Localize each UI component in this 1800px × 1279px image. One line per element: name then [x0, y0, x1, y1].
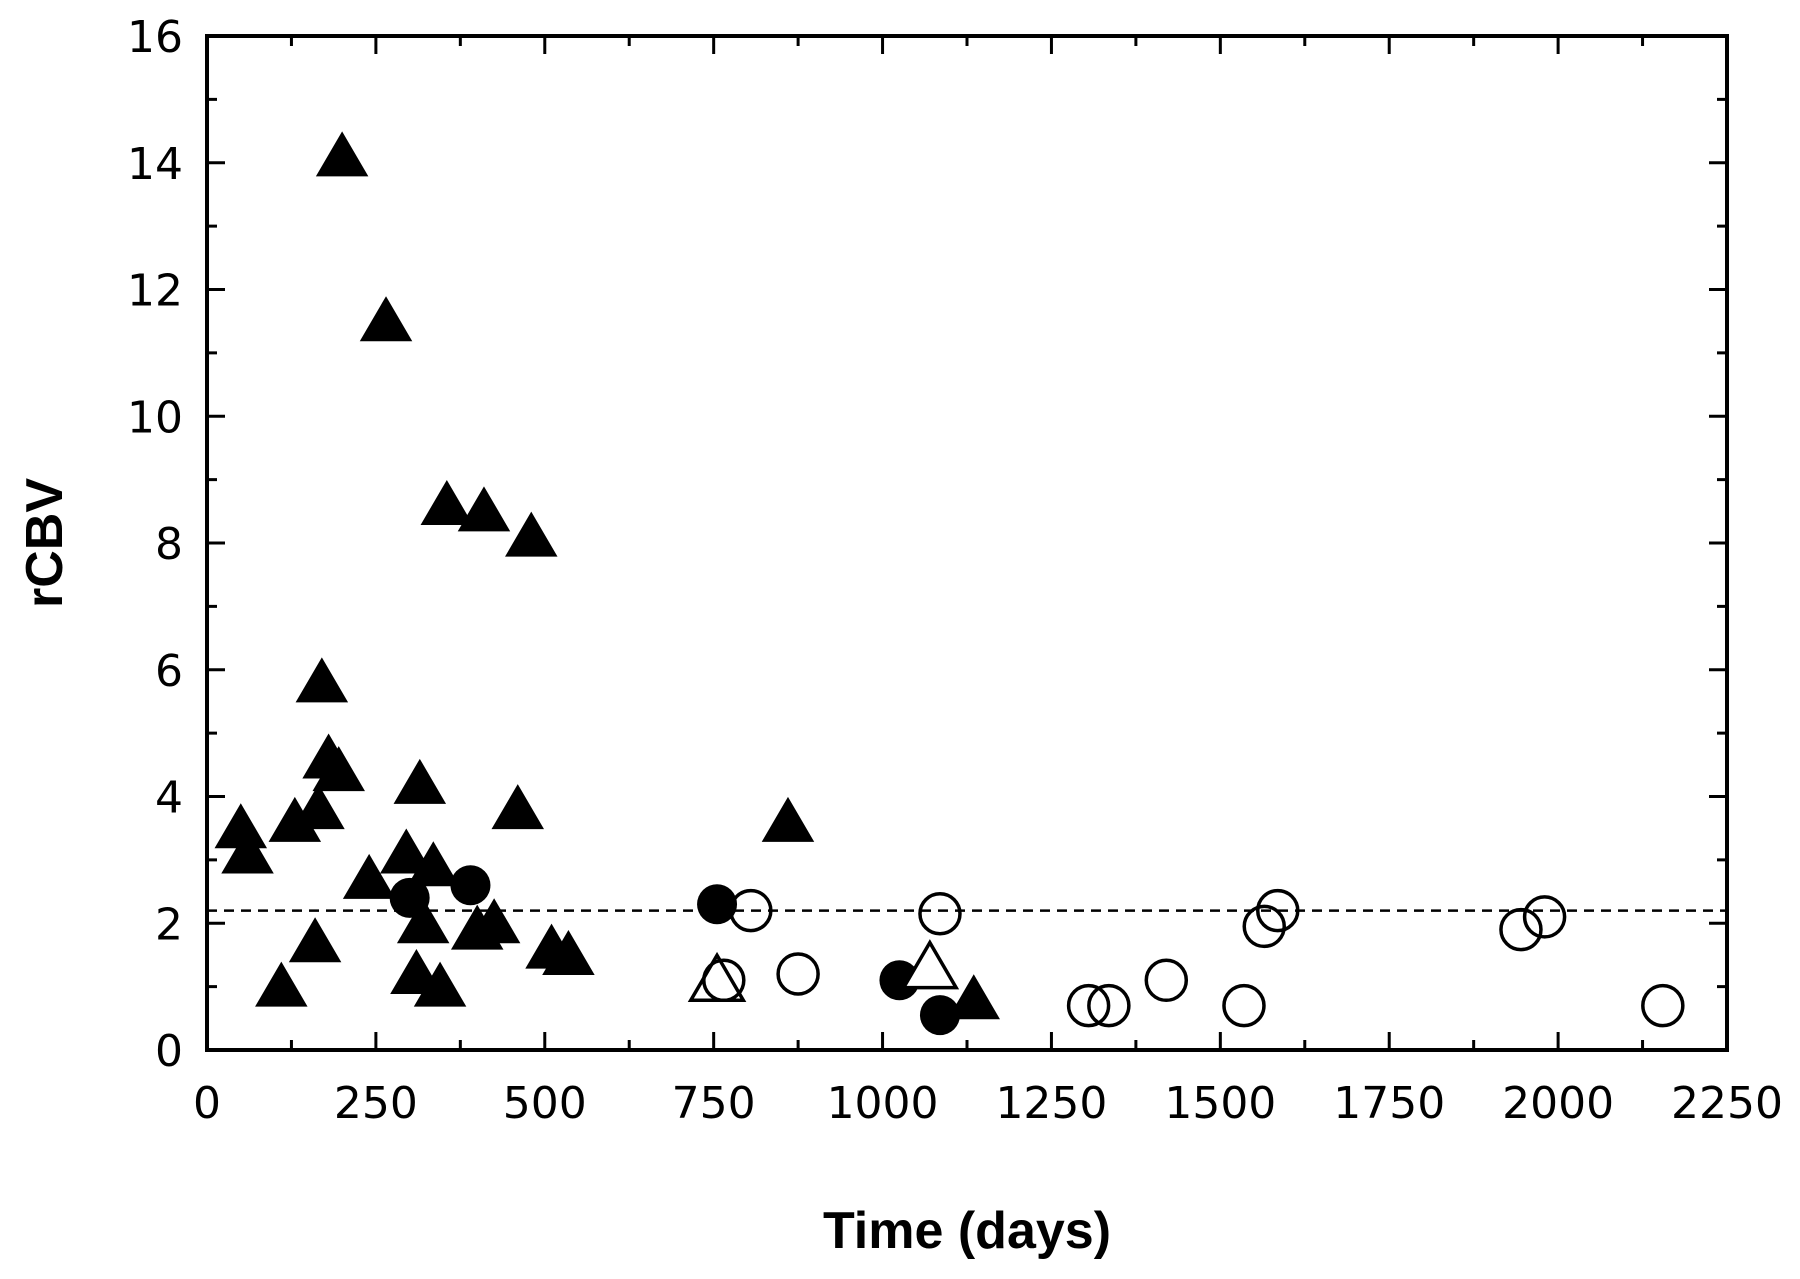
- data-point-filled-triangle: [542, 929, 595, 975]
- data-point-filled-triangle: [407, 841, 460, 887]
- data-point-filled-triangle: [315, 131, 369, 177]
- data-point-open-circle: [1144, 958, 1189, 1003]
- data-point-filled-triangle: [342, 853, 396, 899]
- y-tick-label: 0: [155, 1026, 183, 1077]
- x-tick-label: 250: [334, 1078, 418, 1129]
- data-point-filled-triangle: [295, 657, 349, 703]
- data-point-filled-circle: [879, 960, 920, 1001]
- data-markers: [214, 131, 1685, 1036]
- tick-labels: 0 250 500 750 1000 1250 1500 1750 2000 2250 0 2 4 6 8 1…: [127, 12, 1783, 1129]
- x-tick-label: 2000: [1502, 1078, 1614, 1129]
- data-point-filled-triangle: [413, 961, 467, 1007]
- data-point-open-circle: [1499, 907, 1543, 952]
- data-point-filled-triangle: [467, 898, 521, 944]
- data-point-filled-triangle: [359, 296, 413, 342]
- data-point-filled-triangle: [221, 828, 274, 874]
- data-point-open-circle: [1087, 983, 1131, 1028]
- data-point-filled-triangle: [288, 917, 342, 963]
- y-tick-label: 6: [155, 646, 183, 697]
- data-point-filled-triangle: [491, 784, 545, 830]
- y-tick-label: 12: [127, 266, 183, 317]
- data-point-open-circle: [1256, 888, 1300, 933]
- data-point-filled-triangle: [214, 803, 268, 849]
- data-point-open-circle: [918, 891, 962, 936]
- data-point-filled-triangle: [268, 796, 322, 842]
- data-point-open-circle: [776, 952, 820, 996]
- axis-ticks: [205, 34, 1729, 1052]
- y-tick-label: 2: [155, 899, 183, 950]
- data-point-filled-circle: [450, 865, 491, 906]
- data-point-filled-triangle: [380, 828, 433, 874]
- y-tick-label: 10: [127, 392, 183, 443]
- y-tick-label: 16: [127, 12, 183, 63]
- data-point-open-circle: [1641, 983, 1685, 1028]
- data-point-filled-circle: [389, 877, 430, 918]
- x-axis-title: Time (days): [823, 1202, 1111, 1260]
- data-point-filled-circle: [919, 995, 960, 1036]
- data-point-filled-triangle: [457, 486, 511, 532]
- data-point-filled-circle: [697, 884, 738, 925]
- plot-frame: [205, 34, 1729, 1052]
- x-tick-label: 1250: [995, 1078, 1107, 1129]
- data-point-filled-triangle: [505, 511, 558, 557]
- data-point-open-circle: [1066, 983, 1111, 1028]
- data-point-filled-triangle: [393, 758, 447, 804]
- y-tick-label: 8: [155, 519, 183, 570]
- data-point-filled-triangle: [312, 746, 365, 792]
- x-tick-label: 2250: [1671, 1078, 1783, 1129]
- x-tick-label: 1750: [1333, 1078, 1445, 1129]
- data-point-open-circle: [1522, 895, 1567, 939]
- x-tick-label: 0: [193, 1078, 221, 1129]
- data-point-open-circle: [1222, 983, 1266, 1028]
- y-axis-title: rCBV: [16, 478, 74, 608]
- data-point-open-circle: [1242, 904, 1286, 949]
- x-tick-label: 500: [503, 1078, 587, 1129]
- data-point-open-triangle: [900, 939, 960, 990]
- x-tick-label: 1500: [1164, 1078, 1276, 1129]
- data-point-open-circle: [702, 958, 746, 1003]
- data-point-filled-triangle: [292, 784, 345, 830]
- data-point-filled-triangle: [396, 898, 450, 944]
- data-point-filled-triangle: [761, 796, 815, 842]
- data-point-filled-triangle: [255, 961, 308, 1007]
- data-point-open-circle: [729, 888, 773, 933]
- x-tick-label: 750: [672, 1078, 756, 1129]
- y-tick-label: 14: [127, 139, 183, 190]
- x-tick-label: 1000: [827, 1078, 939, 1129]
- data-point-filled-triangle: [947, 974, 1001, 1020]
- data-point-filled-triangle: [420, 479, 474, 525]
- y-tick-label: 4: [155, 773, 183, 824]
